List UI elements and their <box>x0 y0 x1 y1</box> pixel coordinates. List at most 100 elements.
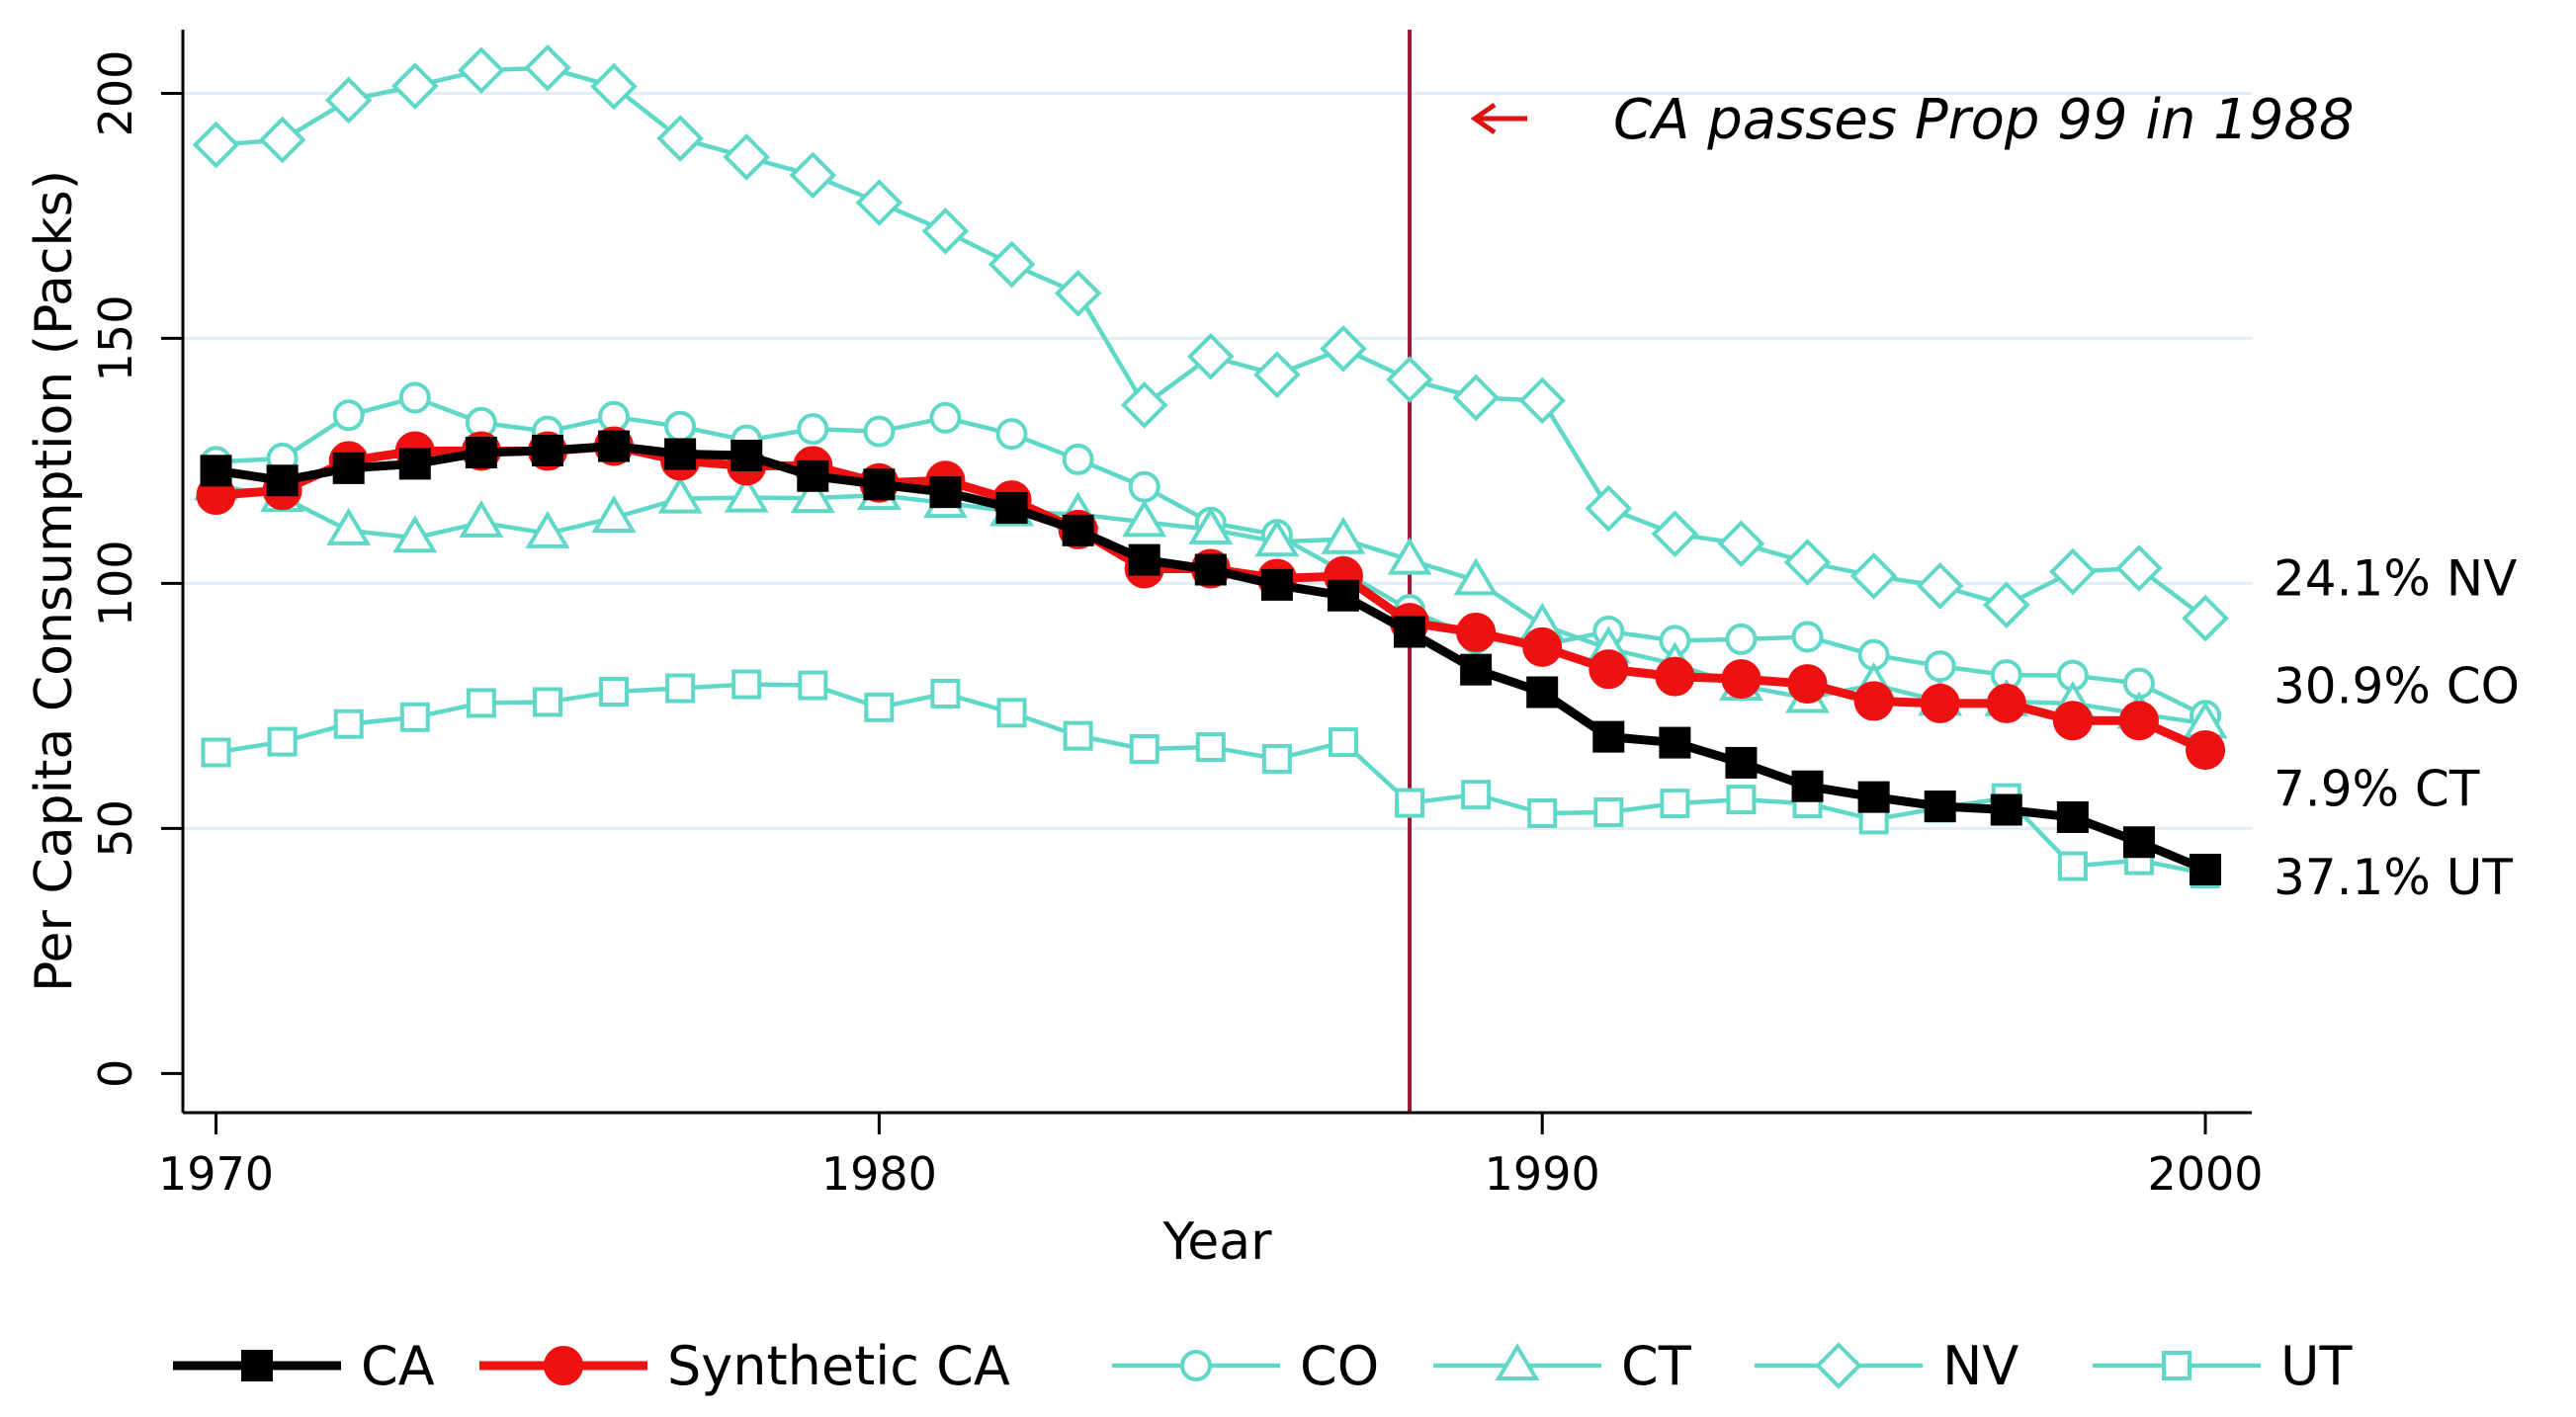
legend-marker <box>1815 1342 1862 1389</box>
weight-labels: 24.1% NV 30.9% CO 7.9% CT 37.1% UT <box>2274 549 2520 906</box>
legend-label: Synthetic CA <box>667 1335 1010 1397</box>
point-co <box>995 418 1028 451</box>
point-ut <box>1461 780 1492 810</box>
point-ca <box>1194 553 1227 586</box>
legend-item-ut: UT <box>2093 1335 2354 1397</box>
point-ca <box>1725 746 1758 779</box>
point-co <box>1062 443 1094 475</box>
point-ca <box>1260 568 1293 601</box>
point-nv <box>1585 484 1633 533</box>
x-tick-label: 1980 <box>821 1147 937 1201</box>
point-co <box>1924 650 1956 683</box>
point-ca <box>995 492 1028 525</box>
point-ct <box>1387 537 1432 575</box>
point-synthetic-ca <box>1986 683 2026 723</box>
point-nv <box>1783 539 1832 586</box>
point-ut <box>665 673 696 704</box>
point-ca <box>1857 781 1890 813</box>
point-ut <box>466 688 496 718</box>
point-ca <box>1791 770 1824 802</box>
point-ca <box>664 438 697 470</box>
point-nv <box>1386 356 1433 403</box>
point-ut <box>1328 727 1358 758</box>
point-nv <box>458 46 505 94</box>
legend-item-ca: CA <box>173 1335 435 1397</box>
point-co <box>1128 470 1160 503</box>
legend-label: CT <box>1621 1335 1692 1397</box>
point-ca <box>797 459 829 492</box>
point-nv <box>258 116 306 164</box>
point-ut <box>399 702 430 732</box>
point-co <box>664 410 697 443</box>
point-ca <box>266 464 299 497</box>
point-ut <box>930 678 961 708</box>
point-ct <box>591 495 637 533</box>
weight-label: 7.9% CT <box>2274 761 2480 818</box>
annotation-group: CA passes Prop 99 in 1988 <box>1470 88 2355 152</box>
point-ca <box>1460 653 1493 686</box>
point-nv <box>1651 510 1699 558</box>
point-ut <box>1726 785 1757 815</box>
point-nv <box>2049 547 2097 596</box>
series-line-ut <box>215 682 2206 876</box>
point-ct <box>459 499 504 538</box>
point-ct <box>1453 557 1499 596</box>
point-synthetic-ca <box>2118 701 2159 741</box>
legend-item-co: CO <box>1112 1335 1379 1397</box>
point-ca <box>598 430 631 462</box>
x-tick-label: 1990 <box>1485 1147 1600 1201</box>
point-ut <box>1129 734 1159 765</box>
point-nv <box>1320 325 1367 373</box>
weight-label: 37.1% UT <box>2274 849 2513 906</box>
point-synthetic-ca <box>1589 649 1629 690</box>
point-ct <box>657 475 703 514</box>
point-ca <box>863 468 896 501</box>
y-tick-label: 200 <box>89 50 142 137</box>
point-ca <box>929 476 962 509</box>
point-ca <box>1327 579 1359 612</box>
series-synthetic-ca <box>196 426 2226 771</box>
legend-marker <box>2162 1351 2191 1380</box>
x-axis-title: Year <box>1161 1212 1272 1272</box>
point-synthetic-ca <box>1787 664 1828 705</box>
point-synthetic-ca <box>1655 656 1695 697</box>
point-ct <box>1321 516 1366 554</box>
point-ca <box>2122 826 2155 859</box>
point-ca <box>1990 793 2022 826</box>
series-group <box>192 43 2229 888</box>
point-ct <box>1122 499 1167 538</box>
legend-marker <box>1180 1350 1212 1381</box>
point-nv <box>1120 381 1168 429</box>
point-nv <box>192 121 240 169</box>
point-ut <box>532 687 562 717</box>
point-co <box>797 413 829 446</box>
point-nv <box>1253 351 1301 398</box>
legend-item-nv: NV <box>1755 1335 2018 1397</box>
point-synthetic-ca <box>2052 701 2093 741</box>
point-nv <box>1518 376 1567 425</box>
weight-label: 30.9% CO <box>2274 658 2520 715</box>
point-ut <box>731 669 762 700</box>
point-co <box>1725 623 1758 655</box>
legend-label: NV <box>1942 1335 2018 1397</box>
point-ca <box>465 436 497 468</box>
point-ca <box>531 435 563 467</box>
y-tick-label: 50 <box>89 799 142 858</box>
point-ca <box>2056 800 2089 833</box>
point-ut <box>1063 720 1093 751</box>
legend-label: CO <box>1300 1335 1379 1397</box>
point-ca <box>2190 854 2222 886</box>
legend-marker <box>544 1346 583 1385</box>
legend-item-synthetic-ca: Synthetic CA <box>479 1335 1010 1397</box>
x-tick-label: 2000 <box>2148 1147 2264 1201</box>
point-ca <box>1592 720 1625 753</box>
point-nv <box>524 43 571 92</box>
point-ut <box>2057 851 2088 881</box>
y-tick-label: 100 <box>89 540 142 626</box>
point-synthetic-ca <box>1721 659 1761 700</box>
point-synthetic-ca <box>1920 683 1960 723</box>
point-ca <box>1394 616 1426 648</box>
weight-label: 24.1% NV <box>2274 549 2517 607</box>
point-ct <box>724 474 769 513</box>
